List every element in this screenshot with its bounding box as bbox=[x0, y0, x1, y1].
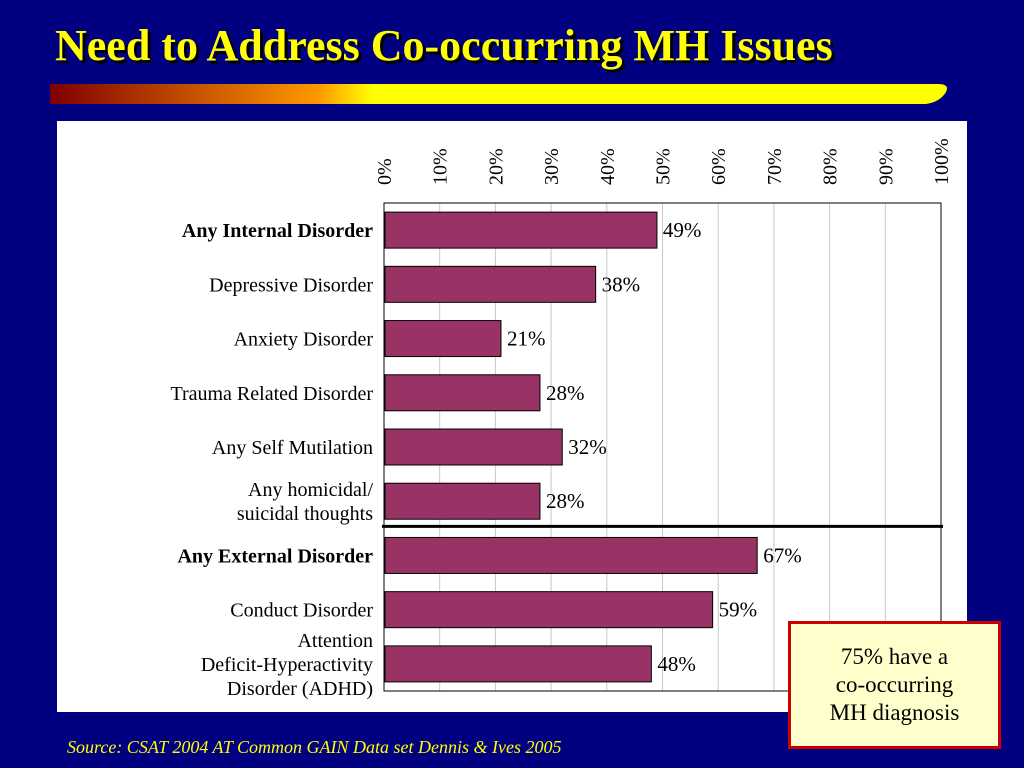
bar bbox=[384, 374, 541, 412]
x-tick-label: 30% bbox=[541, 148, 563, 185]
bar bbox=[384, 536, 758, 574]
category-label: Trauma Related Disorder bbox=[170, 383, 373, 405]
bar-chart: 0% 10% 20% 30% 40% 50% 60% 70% 80% 90% 100% 49% Any … bbox=[170, 138, 953, 700]
data-label: 48% bbox=[657, 652, 696, 676]
x-tick-label: 80% bbox=[820, 148, 842, 185]
category-label: Any Self Mutilation bbox=[212, 437, 373, 459]
bar bbox=[384, 591, 714, 629]
data-label: 28% bbox=[546, 381, 585, 405]
x-tick-label: 0% bbox=[374, 158, 396, 185]
x-tick-label: 90% bbox=[875, 148, 897, 185]
category-label: Any External Disorder bbox=[177, 545, 373, 567]
category-label: Any homicidal/suicidal thoughts bbox=[237, 479, 374, 525]
x-tick-label: 40% bbox=[597, 148, 619, 185]
x-tick-label: 60% bbox=[708, 148, 730, 185]
category-label: Any Internal Disorder bbox=[182, 220, 373, 242]
bar bbox=[384, 320, 502, 358]
source-citation: Source: CSAT 2004 AT Common GAIN Data se… bbox=[67, 737, 562, 757]
chart-panel: 0% 10% 20% 30% 40% 50% 60% 70% 80% 90% 100% 49% Any … bbox=[57, 121, 967, 712]
bar bbox=[384, 211, 658, 249]
slide-title: Need to Address Co-occurring MH Issues bbox=[55, 21, 833, 70]
category-label: Attention Deficit-Hyperactivity Disorder (… bbox=[201, 630, 373, 700]
data-label: 59% bbox=[719, 598, 758, 622]
data-label: 38% bbox=[602, 272, 641, 296]
bar bbox=[384, 482, 541, 520]
x-tick-label: 70% bbox=[764, 148, 786, 185]
data-label: 28% bbox=[546, 489, 585, 513]
data-label: 21% bbox=[507, 327, 545, 351]
bar bbox=[384, 645, 652, 683]
category-label: Conduct Disorder bbox=[230, 600, 373, 622]
category-label: Anxiety Disorder bbox=[234, 329, 374, 351]
data-label: 67% bbox=[763, 543, 802, 567]
plot-area-frame bbox=[383, 202, 942, 692]
x-tick-label: 50% bbox=[653, 148, 675, 185]
category-label: Depressive Disorder bbox=[209, 274, 373, 296]
bar bbox=[384, 265, 597, 303]
x-tick-label: 100% bbox=[931, 138, 953, 185]
x-tick-label: 10% bbox=[430, 148, 452, 185]
x-tick-label: 20% bbox=[485, 148, 507, 185]
title-underline-bar bbox=[50, 84, 947, 104]
diagnosis-callout: 75% have a co-occurring MH diagnosis bbox=[788, 621, 1001, 749]
data-label: 32% bbox=[568, 435, 607, 459]
bar bbox=[384, 428, 563, 466]
data-label: 49% bbox=[663, 218, 702, 242]
